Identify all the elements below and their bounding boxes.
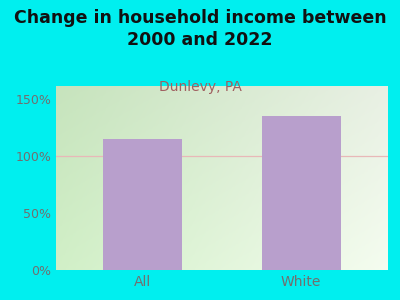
Text: Change in household income between
2000 and 2022: Change in household income between 2000 … xyxy=(14,9,386,49)
Text: Dunlevy, PA: Dunlevy, PA xyxy=(158,80,242,94)
Bar xyxy=(262,116,340,270)
Bar xyxy=(104,139,182,270)
